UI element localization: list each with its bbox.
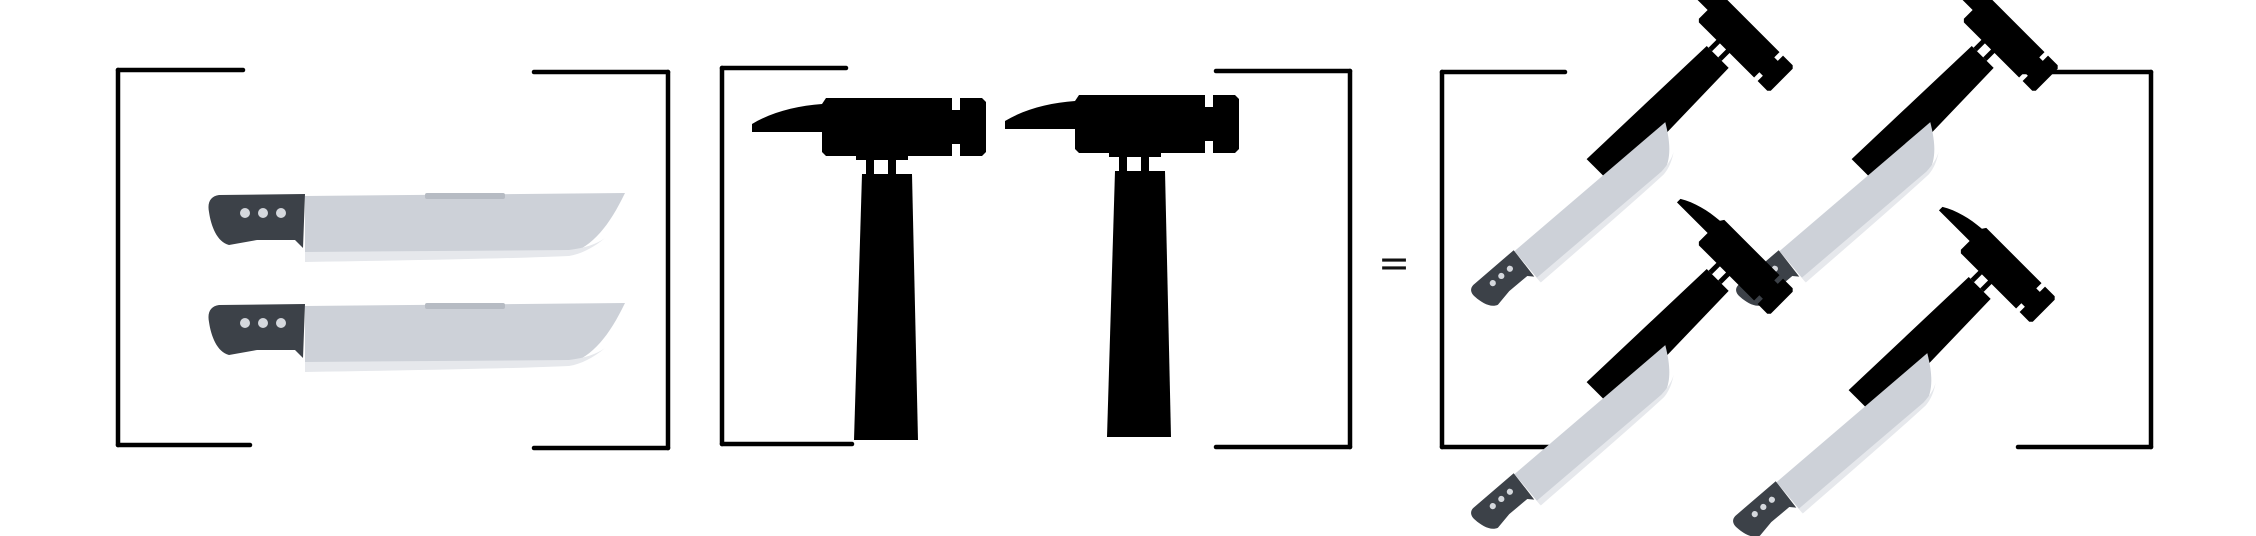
right-bracket [1213, 68, 1353, 450]
left-bracket [115, 67, 253, 448]
hammer-icon [752, 98, 986, 440]
hammer-icon [1005, 95, 1239, 437]
result-matrix [1439, 0, 2154, 536]
hammer-row-matrix [719, 65, 1353, 450]
knife-column-matrix [115, 67, 671, 451]
right-bracket [2015, 69, 2154, 450]
right-bracket [531, 69, 671, 451]
crossed-hammer-knife-icon [1729, 195, 2057, 536]
knife-icon [208, 303, 625, 372]
crossed-hammer-knife-icon [1467, 187, 1795, 536]
knife-icon [208, 193, 625, 262]
equals-sign: = [1378, 241, 1410, 285]
left-bracket [719, 65, 855, 447]
